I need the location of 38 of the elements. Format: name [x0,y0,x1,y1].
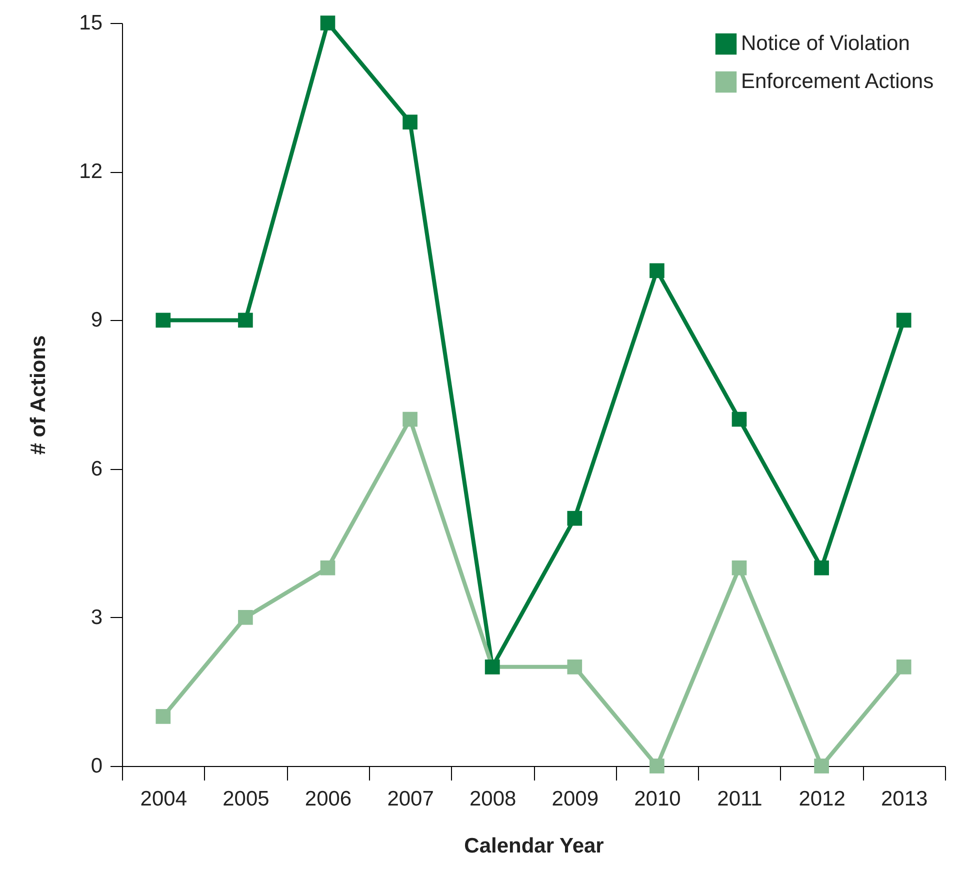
point [896,312,912,328]
x-tick-label: 2009 [552,788,599,810]
point [567,510,582,526]
point [896,660,912,674]
point [320,16,336,30]
x-tick-label: 2010 [634,788,681,810]
x-tick-label: 2011 [717,788,762,810]
x-tick-label: 2004 [140,788,188,810]
x-axis-title: Calendar Year [464,834,604,858]
y-tick-label: 12 [79,160,102,184]
point [814,758,829,774]
x-tick-label: 2007 [387,788,434,810]
point [567,660,582,674]
x-tick-label: 2008 [469,788,516,810]
point [732,560,747,576]
x-tick-label: 2005 [222,788,270,810]
point [732,412,747,427]
point [814,560,829,576]
x-tick-label: 2006 [304,788,352,810]
y-tick-label: 6 [90,457,102,480]
x-tick-label: 2012 [798,788,846,810]
point [320,560,336,576]
legend-label: Enforcement Actions [741,70,934,93]
y-tick-label: 3 [90,606,102,629]
point [156,312,171,328]
point [238,610,253,625]
point [650,263,664,278]
y-axis-title: # of Actions [27,335,50,455]
point [238,312,253,328]
legend-label: Notice of Violation [741,32,910,55]
y-tick-label: 9 [90,308,102,332]
point [402,412,418,427]
point [650,758,664,774]
x-tick-label: 2013 [880,788,928,810]
y-tick-label: 0 [90,754,102,778]
point [156,709,171,724]
y-tick-label: 15 [79,12,102,34]
point [402,114,418,130]
